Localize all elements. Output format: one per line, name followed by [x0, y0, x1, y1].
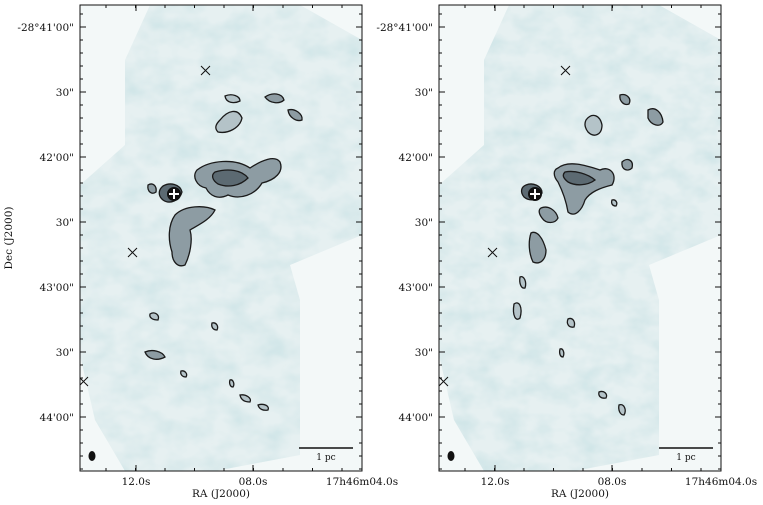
right-ytick-label: 42'00" — [399, 152, 433, 164]
left-clump-w — [147, 183, 157, 194]
left-scale-bar-label: 1 pc — [316, 453, 335, 463]
left-clump-south — [168, 206, 216, 267]
left-ytick-label: 30" — [56, 87, 74, 99]
left-source-plus — [167, 187, 181, 201]
right-cross-marker-2 — [487, 247, 498, 258]
right-ytick-label: 44'00" — [399, 412, 433, 424]
right-ytick-label: 30" — [415, 217, 433, 229]
axes-layer: -28°41'00" 30" 42'00" 30" 43'00" 30" 44'00" 12.… — [17, 5, 757, 488]
right-clump-ne2 — [647, 108, 664, 126]
left-xtick-label: 12.0s — [122, 476, 151, 488]
left-clump-s7 — [228, 379, 235, 388]
right-ytick-label: 30" — [415, 87, 433, 99]
left-plot-frame — [79, 4, 363, 472]
right-xtick-label: 12.0s — [481, 476, 510, 488]
left-beam-ellipse — [88, 451, 96, 461]
left-clump-s1 — [144, 350, 166, 360]
right-ytick-label: -28°41'00" — [376, 22, 433, 34]
right-xlabel: RA (J2000) — [551, 488, 609, 500]
left-ytick-label: 44'00" — [40, 412, 74, 424]
right-contours — [512, 93, 664, 416]
right-xtick-label: 08.0s — [598, 476, 627, 488]
left-ytick-label: 43'00" — [40, 282, 74, 294]
left-clump-s2 — [239, 394, 252, 403]
left-clump-s6 — [149, 312, 160, 321]
right-ytick-label: 43'00" — [399, 282, 433, 294]
right-clump-s9 — [610, 199, 618, 207]
left-ytick-label: 30" — [56, 347, 74, 359]
left-cross-marker-2 — [127, 247, 138, 258]
left-ytick-label: 42'00" — [40, 152, 74, 164]
left-ylabel: Dec (J2000) — [3, 207, 15, 270]
left-clump-s3 — [257, 403, 270, 411]
right-clump-s4 — [512, 302, 522, 320]
right-clump-e — [621, 158, 633, 171]
left-ytick-label: -28°41'00" — [17, 22, 74, 34]
left-clump-s5 — [180, 370, 188, 378]
right-clump-s3 — [519, 276, 527, 289]
right-beam-ellipse — [447, 451, 455, 461]
left-cross-marker-1 — [200, 65, 211, 76]
left-xtick-label: 08.0s — [239, 476, 268, 488]
right-plot-frame — [438, 4, 722, 472]
right-source-plus — [528, 187, 542, 201]
left-clump-ne2 — [287, 108, 303, 122]
right-clump-s7 — [618, 404, 626, 416]
left-xlabel: RA (J2000) — [192, 488, 250, 500]
right-panel: 1 pc — [438, 4, 722, 472]
right-clump-s2 — [528, 231, 547, 264]
right-scale-bar-label: 1 pc — [676, 453, 695, 463]
right-cross-marker-1 — [560, 65, 571, 76]
left-clump-s4 — [211, 322, 219, 331]
left-clump-main-inner — [211, 169, 249, 187]
right-ytick-label: 30" — [415, 347, 433, 359]
right-clump-s6 — [598, 390, 608, 399]
left-ytick-label: 30" — [56, 217, 74, 229]
right-clump-s — [538, 206, 559, 224]
right-clump-ne1 — [619, 93, 631, 106]
left-clump-n2 — [215, 110, 243, 134]
right-clump-n1 — [584, 114, 603, 136]
left-clump-n1 — [224, 94, 241, 104]
right-xtick-label: 17h46m04.0s — [685, 476, 757, 488]
left-xtick-label: 17h46m04.0s — [326, 476, 398, 488]
right-clump-s5 — [566, 317, 576, 328]
right-clump-s8 — [558, 348, 565, 358]
left-panel: 1 pc — [79, 4, 363, 472]
right-clump-main-inner — [562, 170, 597, 186]
left-clump-ne1 — [264, 93, 285, 104]
